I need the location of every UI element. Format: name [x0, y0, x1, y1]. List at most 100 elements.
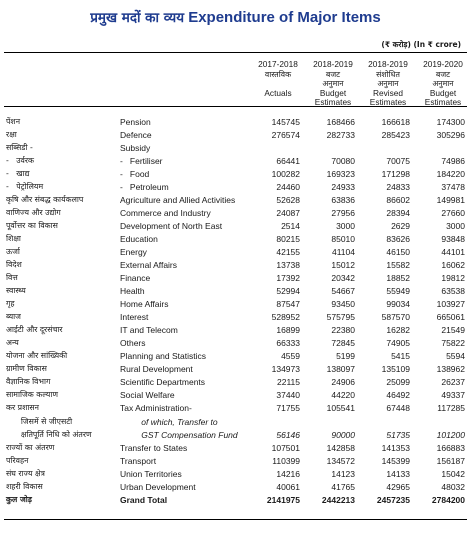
row-value: 587570 — [381, 312, 410, 323]
row-label-english: IT and Telecom — [120, 325, 178, 336]
row-value: 156187 — [436, 455, 465, 466]
row-value: 66333 — [276, 338, 300, 349]
row-value: 168466 — [326, 117, 355, 127]
row-value: 110399 — [272, 455, 300, 466]
row-value: 87547 — [276, 299, 300, 310]
row-value: 93848 — [441, 234, 465, 245]
column-header-line: Revised — [373, 87, 403, 98]
row-value: 2457235 — [376, 494, 410, 505]
page-title: प्रमुख मदों का व्यय Expenditure of Major… — [0, 8, 471, 26]
column-year: 2017-2018 — [258, 59, 298, 69]
row-label-hindi: वाणिज्य और उद्योग — [6, 208, 61, 218]
row-value: 166883 — [436, 442, 465, 453]
row-value: 5415 — [391, 351, 410, 362]
row-value: 149981 — [436, 195, 465, 206]
row-value: 85010 — [331, 234, 355, 245]
table-row: वाणिज्य और उद्योग Commerce and Industry 24… — [0, 208, 471, 220]
row-value: 24460 — [276, 182, 300, 193]
row-value: 67448 — [386, 403, 410, 414]
table-row: सब्सिडी - Subsidy — [0, 143, 471, 155]
row-value: 16062 — [441, 260, 465, 271]
table-row: कुल जोड़ Grand Total 2141975 2442213 2457235… — [0, 495, 471, 507]
row-label-hindi: - उर्वरक — [6, 156, 35, 166]
row-value: 51735 — [386, 429, 410, 440]
table-row: शिक्षा Education 80215 85010 83626 93848 — [0, 234, 471, 246]
row-value: 19812 — [441, 273, 465, 284]
row-value: 171298 — [381, 169, 410, 180]
row-value: 86602 — [386, 195, 410, 206]
row-label-english: Subsidy — [120, 143, 151, 153]
row-value: 2141975 — [266, 494, 300, 505]
row-value: 24087 — [276, 208, 300, 219]
row-value: 100282 — [271, 169, 300, 180]
table-row: परिवहन Transport 110399 134572 145399 156187 — [0, 456, 471, 468]
row-value: 5594 — [446, 351, 465, 362]
row-value: 5199 — [336, 351, 355, 362]
title-hindi: प्रमुख मदों का व्यय — [90, 10, 185, 26]
row-value: 282733 — [326, 130, 355, 140]
row-label-english: Home Affairs — [120, 299, 169, 310]
row-value: 27956 — [331, 208, 355, 219]
row-value: 174300 — [436, 117, 465, 127]
row-value: 16282 — [386, 325, 410, 336]
row-value: 72845 — [331, 338, 355, 349]
table-row: अन्य Others 66333 72845 74905 75822 — [0, 338, 471, 350]
column-header-line: Estimates — [424, 97, 462, 107]
row-label-hindi: परिवहन — [6, 455, 29, 465]
table-row: आईटी और दूरसंचार IT and Telecom 16899 22380… — [0, 325, 471, 337]
column-year: 2018-2019 — [313, 59, 353, 69]
row-label-english: Development of North East — [120, 221, 223, 232]
table-row: - उर्वरक - Fertiliser 66441 70080 70075 74986 — [0, 156, 471, 168]
table-row: क्षतिपूर्ति निधि को अंतरण GST Compensati… — [0, 430, 471, 442]
table-row: योजना और सांख्यिकी Planning and Statistic… — [0, 351, 471, 363]
column-year: 2019-2020 — [423, 59, 463, 69]
row-label-hindi: रक्षा — [6, 130, 17, 139]
row-value: 42965 — [386, 481, 410, 492]
row-label-hindi: पेंशन — [6, 117, 21, 126]
row-value: 63538 — [441, 286, 465, 297]
row-label-english: Health — [120, 286, 145, 297]
column-header-line: अनुमान — [432, 79, 454, 88]
row-value: 16899 — [276, 325, 300, 336]
row-label-hindi: पूर्वोत्तर का विकास — [6, 221, 58, 231]
row-value: 3000 — [336, 221, 355, 232]
row-value: 528952 — [271, 312, 300, 323]
row-value: 52994 — [276, 286, 300, 297]
row-value: 44101 — [441, 247, 465, 258]
row-value: 18852 — [386, 273, 410, 284]
column-header-line: अनुमान — [322, 79, 344, 88]
row-label-english: Defence — [120, 130, 152, 140]
row-value: 103927 — [436, 299, 465, 310]
row-value: 105541 — [326, 403, 355, 414]
table-row: ग्रामीण विकास Rural Development 134973 1380… — [0, 364, 471, 376]
row-value: 24933 — [331, 182, 355, 193]
row-value: 14133 — [386, 468, 410, 479]
row-label-english: GST Compensation Fund — [120, 429, 238, 440]
row-label-hindi: जिसमें से जीएसटी — [6, 416, 73, 426]
header-top-rule — [4, 52, 467, 53]
column-header-line: बजट — [325, 69, 341, 79]
row-value: 70075 — [386, 156, 410, 167]
row-value: 46492 — [386, 390, 410, 401]
row-value: 305296 — [436, 130, 465, 140]
row-value: 107501 — [271, 442, 300, 453]
table-row: पेंशन Pension 145745 168466 166618 174300 — [0, 117, 471, 129]
row-value: 28394 — [386, 208, 410, 219]
row-value: 26237 — [441, 377, 465, 388]
row-value: 46150 — [386, 247, 410, 258]
row-value: 4559 — [281, 351, 300, 362]
row-label-hindi: शिक्षा — [6, 234, 21, 244]
row-value: 74986 — [441, 156, 465, 167]
row-value: 141353 — [381, 442, 410, 453]
row-label-english: Union Territories — [120, 468, 182, 479]
column-header-line: Estimates — [369, 97, 407, 107]
row-value: 71755 — [276, 403, 300, 414]
row-value: 665061 — [436, 312, 465, 323]
column-header-line: Budget — [319, 87, 347, 98]
row-value: 70080 — [331, 156, 355, 167]
column-header-line: अनुमान — [377, 79, 399, 88]
row-value: 80215 — [276, 234, 300, 245]
row-value: 49337 — [441, 390, 465, 401]
row-value: 37440 — [276, 390, 300, 401]
row-label-english: Interest — [120, 312, 149, 323]
